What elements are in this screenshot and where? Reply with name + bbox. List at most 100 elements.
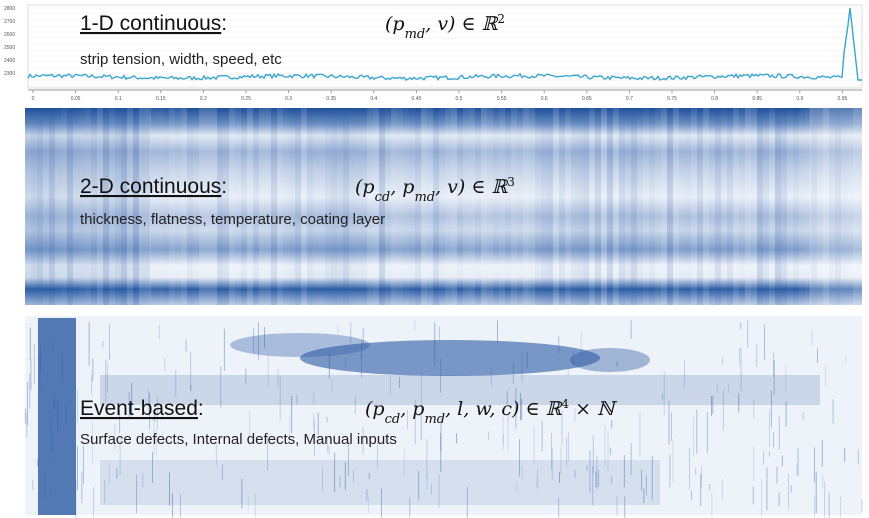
heat-column — [679, 108, 685, 305]
heat-column — [397, 108, 403, 305]
heat-column — [475, 108, 481, 305]
heat-column — [553, 108, 559, 305]
heat-column — [493, 108, 499, 305]
heat-column — [295, 108, 301, 305]
heat-column — [595, 108, 601, 305]
heat-column — [751, 108, 757, 305]
heat-column — [31, 108, 37, 305]
heat-column — [583, 108, 589, 305]
x-tick-label: 0.45 — [412, 96, 422, 102]
heat-column — [787, 108, 793, 305]
defect-band — [100, 375, 820, 405]
heat-column — [163, 108, 169, 305]
heat-column — [385, 108, 391, 305]
formula-part: 3 — [507, 175, 515, 189]
heat-column — [319, 108, 325, 305]
heat-column — [715, 108, 721, 305]
heat-column — [601, 108, 607, 305]
x-tick-label: 0 — [32, 96, 35, 102]
ticks: 0 0.05 0.1 0.15 0.2 0.25 0.3 0.35 0.4 0.45 0.5 0.55… — [4, 6, 847, 102]
heat-column — [199, 108, 205, 305]
heat-column — [217, 108, 223, 305]
heat-column — [391, 108, 397, 305]
defect-band — [100, 460, 660, 505]
y-tick-label: 2400 — [4, 58, 15, 64]
heat-column — [139, 108, 145, 305]
heat-column — [559, 108, 565, 305]
formula-part: cd — [375, 190, 391, 205]
panel-description: thickness, flatness, temperature, coatin… — [80, 211, 385, 228]
heat-column — [811, 108, 817, 305]
heat-column — [103, 108, 109, 305]
heat-column — [829, 108, 835, 305]
heat-column — [409, 108, 415, 305]
formula-part: 2 — [497, 12, 505, 26]
heat-column — [67, 108, 73, 305]
heat-column — [211, 108, 217, 305]
formula-part: , p — [400, 398, 424, 420]
heat-column — [307, 108, 313, 305]
x-tick-label: 0.55 — [497, 96, 507, 102]
x-tick-label: 0.75 — [667, 96, 677, 102]
heat-column — [499, 108, 505, 305]
heat-column — [235, 108, 241, 305]
heat-column — [37, 108, 43, 305]
formula-part: , v) ∈ ℝ — [425, 13, 498, 35]
heat-column — [793, 108, 799, 305]
heat-column — [823, 108, 829, 305]
panel-heading: 1-D continuous: — [80, 12, 227, 35]
heading-colon: : — [221, 175, 227, 198]
formula-part: md — [405, 27, 426, 42]
heat-column — [835, 108, 841, 305]
panel-heading: 2-D continuous: — [80, 175, 227, 198]
x-tick-label: 0.65 — [582, 96, 592, 102]
formula-part: (p — [365, 398, 385, 420]
panel-heading: Event-based: — [80, 397, 204, 420]
formula-part: md — [424, 412, 445, 427]
heat-column — [613, 108, 619, 305]
heat-column — [97, 108, 103, 305]
heat-column — [151, 108, 157, 305]
heat-column — [685, 108, 691, 305]
heat-column — [229, 108, 235, 305]
heat-column — [511, 108, 517, 305]
defect-band — [38, 318, 76, 515]
heat-column — [637, 108, 643, 305]
heat-column — [589, 108, 595, 305]
x-tick-label: 0.85 — [752, 96, 762, 102]
heat-column — [769, 108, 775, 305]
heat-column — [169, 108, 175, 305]
heat-column — [373, 108, 379, 305]
heat-column — [691, 108, 697, 305]
formula-part: cd — [385, 412, 401, 427]
heat-column — [439, 108, 445, 305]
heat-column — [517, 108, 523, 305]
formula-part: (p — [385, 13, 405, 35]
heat-column — [427, 108, 433, 305]
defect-blob — [300, 340, 600, 376]
heat-block — [810, 108, 862, 305]
heat-column — [241, 108, 247, 305]
heat-column — [565, 108, 571, 305]
heat-column — [625, 108, 631, 305]
formula-part: md — [414, 190, 435, 205]
heading-text: 1-D continuous — [80, 12, 221, 35]
heat-column — [157, 108, 163, 305]
formula: (pmd, v) ∈ ℝ2 — [385, 12, 505, 42]
heat-column — [205, 108, 211, 305]
heat-column — [775, 108, 781, 305]
heat-column — [655, 108, 661, 305]
heat-column — [667, 108, 673, 305]
heat-column — [571, 108, 577, 305]
heat-column — [343, 108, 349, 305]
x-tick-label: 0.4 — [370, 96, 377, 102]
heat-column — [763, 108, 769, 305]
heat-column — [61, 108, 67, 305]
heat-column — [85, 108, 91, 305]
heat-column — [433, 108, 439, 305]
heat-block — [25, 108, 150, 305]
heat-column — [49, 108, 55, 305]
heat-column — [451, 108, 457, 305]
heat-column — [727, 108, 733, 305]
